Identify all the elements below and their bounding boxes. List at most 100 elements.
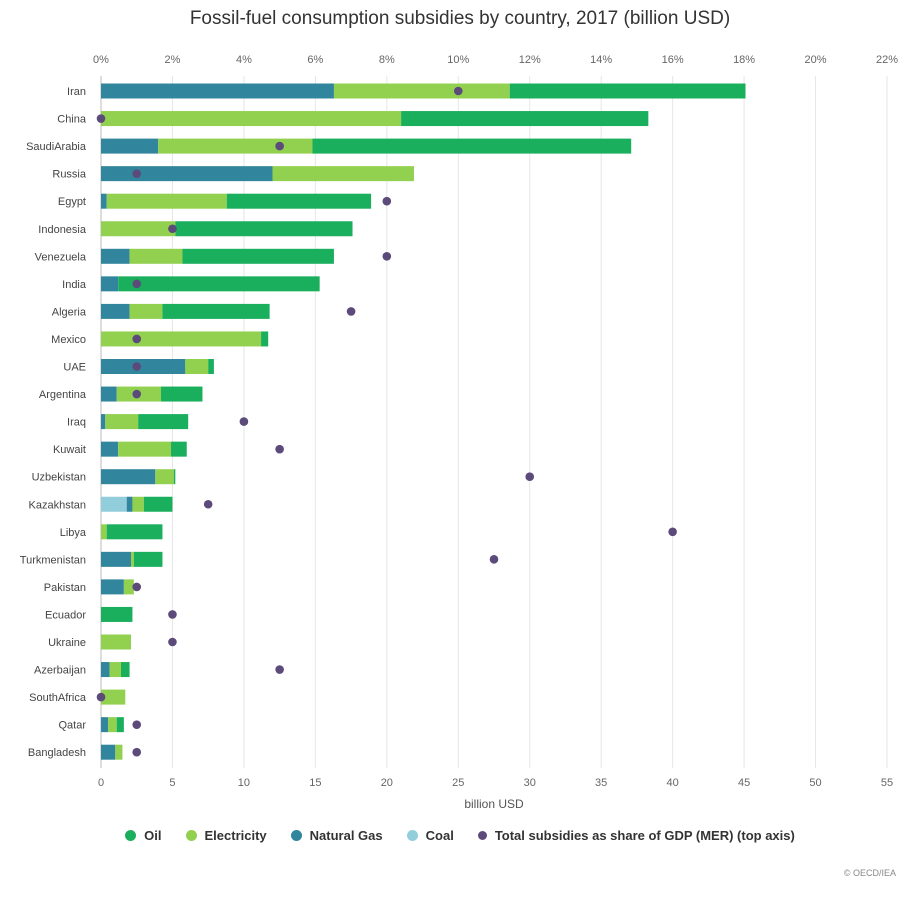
gdp-share-dot[interactable]: [132, 279, 142, 289]
category-label: Kazakhstan: [29, 499, 86, 511]
legend-item-oil[interactable]: Oil: [125, 828, 162, 843]
gdp-share-dot[interactable]: [382, 196, 392, 206]
bar-segment-natural-gas[interactable]: [101, 744, 116, 760]
bar-segment-oil[interactable]: [175, 221, 353, 237]
legend-item-natural-gas[interactable]: Natural Gas: [290, 828, 383, 843]
gdp-share-dot[interactable]: [168, 637, 177, 647]
bar-segment-electricity[interactable]: [185, 359, 209, 374]
bar-segment-electricity[interactable]: [132, 496, 144, 512]
bar-segment-oil[interactable]: [261, 331, 269, 347]
bar-segment-oil[interactable]: [509, 83, 746, 99]
top-tick-label: 16%: [662, 54, 684, 66]
bar-segment-oil[interactable]: [138, 414, 189, 430]
legend-item-gdp-share[interactable]: Total subsidies as share of GDP (MER) (t…: [477, 828, 795, 843]
bar-segment-natural-gas[interactable]: [101, 248, 130, 264]
bar-segment-electricity[interactable]: [333, 83, 510, 99]
gdp-share-dot[interactable]: [239, 417, 249, 426]
bar-segment-natural-gas[interactable]: [101, 579, 124, 595]
gdp-share-dot[interactable]: [453, 86, 463, 96]
bar-segment-electricity[interactable]: [108, 717, 117, 733]
bar-segment-electricity[interactable]: [131, 551, 134, 567]
gdp-share-dot[interactable]: [132, 582, 142, 592]
bar-segment-oil[interactable]: [118, 276, 320, 292]
bar-segment-electricity[interactable]: [101, 524, 107, 540]
bar-segment-electricity[interactable]: [155, 469, 174, 485]
bar-segment-oil[interactable]: [312, 138, 632, 154]
bar-segment-natural-gas[interactable]: [101, 83, 334, 99]
category-label: India: [62, 279, 87, 291]
bar-segment-natural-gas[interactable]: [101, 303, 130, 319]
bar-segment-oil[interactable]: [106, 524, 163, 540]
bar-segment-electricity[interactable]: [101, 221, 176, 237]
gdp-share-dot[interactable]: [132, 720, 142, 729]
bar-segment-oil[interactable]: [161, 386, 203, 402]
category-label: UAE: [63, 362, 86, 374]
category-label: Ukraine: [48, 637, 86, 649]
bar-segment-electricity[interactable]: [123, 579, 134, 595]
bar-segment-electricity[interactable]: [105, 414, 139, 430]
bar-segment-electricity[interactable]: [158, 138, 313, 154]
bar-segment-electricity[interactable]: [129, 303, 163, 319]
bar-segment-oil[interactable]: [171, 441, 187, 457]
bar-segment-electricity[interactable]: [109, 662, 122, 678]
bar-segment-natural-gas[interactable]: [101, 193, 107, 209]
bar-segment-oil[interactable]: [226, 193, 372, 209]
chart-title: Fossil-fuel consumption subsidies by cou…: [189, 8, 731, 29]
gdp-share-dot[interactable]: [168, 610, 177, 619]
gdp-share-dot[interactable]: [132, 334, 142, 344]
bar-segment-electricity[interactable]: [129, 248, 183, 264]
bar-segment-electricity[interactable]: [118, 441, 172, 457]
gdp-share-dot[interactable]: [96, 692, 106, 702]
bar-segment-oil[interactable]: [121, 662, 130, 678]
gdp-share-dot[interactable]: [132, 747, 142, 757]
legend-item-coal[interactable]: Coal: [406, 828, 454, 843]
bar-segment-oil[interactable]: [173, 469, 176, 485]
bar-segment-electricity[interactable]: [101, 331, 262, 347]
bar-segment-oil[interactable]: [208, 359, 214, 374]
bar-segment-natural-gas[interactable]: [101, 359, 186, 374]
gdp-share-dot[interactable]: [275, 444, 284, 454]
gdp-share-dot[interactable]: [382, 251, 392, 261]
gdp-share-dot[interactable]: [275, 141, 284, 151]
bar-segment-coal[interactable]: [101, 496, 127, 512]
bar-segment-oil[interactable]: [143, 496, 173, 512]
gdp-share-dot[interactable]: [346, 307, 356, 316]
gdp-share-dot[interactable]: [668, 527, 677, 537]
gdp-share-dot[interactable]: [489, 555, 499, 564]
bar-segment-natural-gas[interactable]: [101, 166, 273, 182]
x-tick-label: 20: [381, 777, 393, 789]
gdp-share-dot[interactable]: [96, 114, 106, 123]
bar-segment-oil[interactable]: [401, 111, 649, 127]
gdp-share-dot[interactable]: [275, 665, 284, 674]
bar-segment-natural-gas[interactable]: [101, 441, 119, 457]
gdp-share-dot[interactable]: [203, 499, 213, 509]
legend-item-electricity[interactable]: Electricity: [185, 828, 267, 843]
gdp-share-dot[interactable]: [132, 169, 142, 178]
bar-segment-electricity[interactable]: [101, 634, 132, 650]
gdp-share-dot[interactable]: [168, 224, 177, 234]
category-label: Venezuela: [35, 251, 87, 263]
bar-segment-oil[interactable]: [133, 551, 163, 567]
x-tick-label: 0: [98, 777, 104, 789]
bar-segment-natural-gas[interactable]: [101, 138, 159, 154]
bar-segment-natural-gas[interactable]: [101, 662, 110, 678]
bar-segment-natural-gas[interactable]: [101, 276, 119, 292]
bar-segment-oil[interactable]: [182, 248, 334, 264]
bar-segment-natural-gas[interactable]: [101, 469, 156, 485]
bar-segment-electricity[interactable]: [101, 111, 402, 127]
gdp-share-dot[interactable]: [132, 362, 142, 371]
bar-segment-oil[interactable]: [101, 606, 133, 622]
bar-segment-natural-gas[interactable]: [101, 386, 117, 402]
bar-segment-oil[interactable]: [116, 717, 124, 733]
bar-segment-natural-gas[interactable]: [101, 717, 109, 733]
gdp-share-dot[interactable]: [132, 389, 142, 399]
bar-segment-oil[interactable]: [162, 303, 270, 319]
bar-segment-electricity[interactable]: [115, 744, 123, 760]
bar-segment-natural-gas[interactable]: [101, 414, 106, 430]
bar-segment-electricity[interactable]: [106, 193, 227, 209]
bar-segment-natural-gas[interactable]: [126, 496, 133, 512]
bar-segment-electricity[interactable]: [272, 166, 414, 182]
bar-segment-electricity[interactable]: [101, 689, 126, 705]
gdp-share-dot[interactable]: [525, 472, 535, 482]
bar-segment-natural-gas[interactable]: [101, 551, 132, 567]
